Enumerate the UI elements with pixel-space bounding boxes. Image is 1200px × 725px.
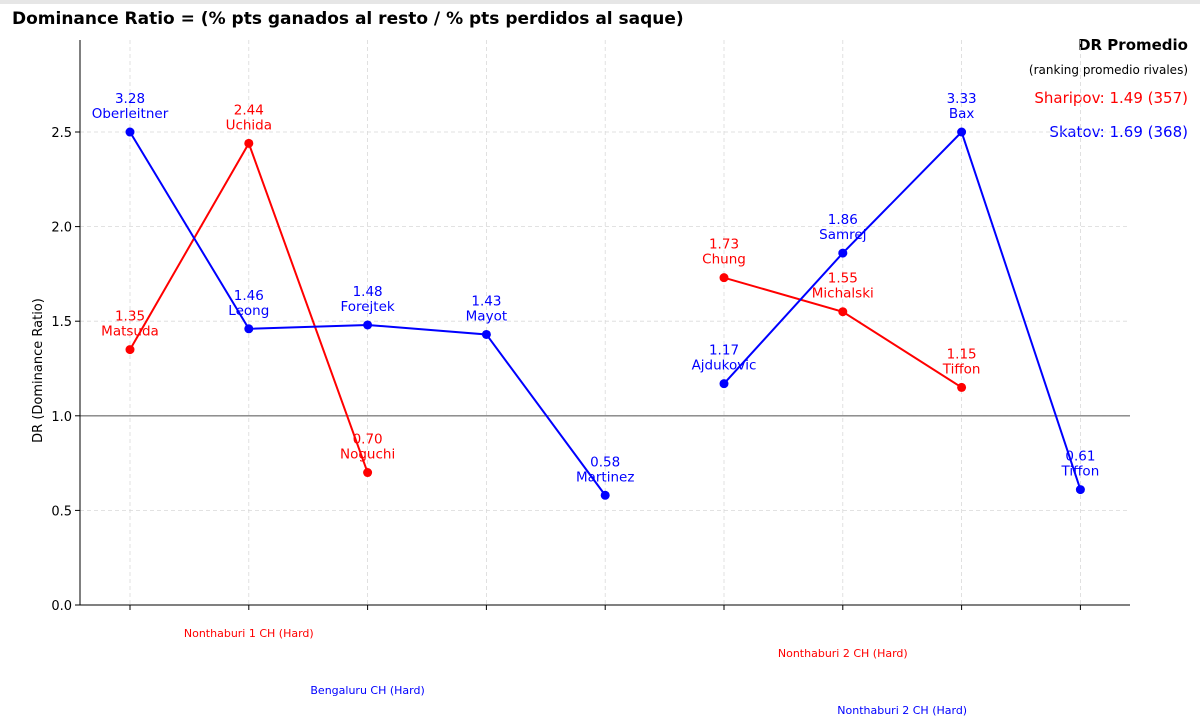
skatov-point bbox=[363, 320, 373, 330]
skatov-value-label: 1.86 bbox=[828, 212, 858, 228]
sharipov-opponent-label: Michalski bbox=[812, 286, 874, 302]
y-tick-label: 1.5 bbox=[51, 315, 72, 330]
skatov-point bbox=[838, 248, 848, 258]
y-tick-label: 0.5 bbox=[51, 504, 72, 519]
skatov-opponent-label: Oberleitner bbox=[92, 106, 169, 122]
skatov-point bbox=[244, 324, 254, 334]
skatov-line bbox=[723, 130, 1082, 490]
sharipov-point bbox=[838, 307, 848, 317]
top-border bbox=[0, 0, 1200, 4]
skatov-point bbox=[481, 329, 491, 339]
y-axis-label: DR (Dominance Ratio) bbox=[31, 298, 46, 443]
sharipov-value-label: 1.15 bbox=[947, 346, 977, 362]
sharipov-average: Sharipov: 1.49 (357) bbox=[1034, 89, 1188, 107]
skatov-opponent-label: Martinez bbox=[576, 469, 634, 485]
skatov-opponent-label: Bax bbox=[949, 106, 975, 122]
dr-average-heading: DR Promedio bbox=[1078, 36, 1188, 54]
skatov-opponent-label: Tiffon bbox=[1061, 464, 1100, 480]
chart-title: Dominance Ratio = (% pts ganados al rest… bbox=[12, 9, 684, 29]
y-tick-label: 0.0 bbox=[51, 599, 72, 614]
tournament-label-skatov: Bengaluru CH (Hard) bbox=[310, 684, 424, 697]
sharipov-point bbox=[957, 382, 967, 392]
sharipov-opponent-label: Matsuda bbox=[101, 324, 159, 340]
skatov-value-label: 1.48 bbox=[353, 284, 383, 300]
skatov-value-label: 1.17 bbox=[709, 343, 739, 359]
skatov-point bbox=[719, 379, 729, 389]
sharipov-value-label: 2.44 bbox=[234, 102, 264, 118]
sharipov-value-label: 1.35 bbox=[115, 309, 145, 325]
sharipov-point bbox=[719, 273, 729, 283]
sharipov-opponent-label: Tiffon bbox=[942, 361, 981, 377]
tournament-label-skatov: Nonthaburi 2 CH (Hard) bbox=[837, 704, 967, 717]
skatov-value-label: 1.43 bbox=[471, 293, 501, 309]
sharipov-value-label: 1.73 bbox=[709, 237, 739, 253]
skatov-point bbox=[957, 127, 967, 137]
skatov-opponent-label: Leong bbox=[228, 303, 269, 319]
skatov-point bbox=[1075, 485, 1085, 495]
sharipov-opponent-label: Chung bbox=[702, 252, 746, 268]
y-tick-label: 1.0 bbox=[51, 410, 72, 425]
sharipov-value-label: 0.70 bbox=[353, 432, 383, 448]
y-tick-label: 2.0 bbox=[51, 221, 72, 236]
sharipov-point bbox=[125, 345, 135, 355]
sharipov-point bbox=[244, 138, 254, 148]
skatov-value-label: 0.58 bbox=[590, 454, 620, 470]
skatov-value-label: 0.61 bbox=[1065, 449, 1095, 465]
skatov-opponent-label: Forejtek bbox=[340, 299, 394, 315]
dr-average-subheading: (ranking promedio rivales) bbox=[1028, 63, 1188, 77]
skatov-point bbox=[600, 490, 610, 500]
sharipov-opponent-label: Noguchi bbox=[340, 447, 395, 463]
skatov-opponent-label: Samrej bbox=[819, 227, 866, 243]
tournament-label-sharipov: Nonthaburi 1 CH (Hard) bbox=[184, 627, 314, 640]
skatov-value-label: 3.28 bbox=[115, 91, 145, 107]
sharipov-opponent-label: Uchida bbox=[226, 117, 272, 133]
sharipov-point bbox=[363, 468, 373, 478]
skatov-opponent-label: Mayot bbox=[466, 308, 507, 324]
sharipov-value-label: 1.55 bbox=[828, 271, 858, 287]
skatov-value-label: 3.33 bbox=[947, 91, 977, 107]
skatov-point bbox=[125, 127, 135, 137]
skatov-value-label: 1.46 bbox=[234, 288, 264, 304]
y-tick-label: 2.5 bbox=[51, 126, 72, 141]
skatov-opponent-label: Ajdukovic bbox=[692, 358, 757, 374]
tournament-label-sharipov: Nonthaburi 2 CH (Hard) bbox=[778, 647, 908, 660]
